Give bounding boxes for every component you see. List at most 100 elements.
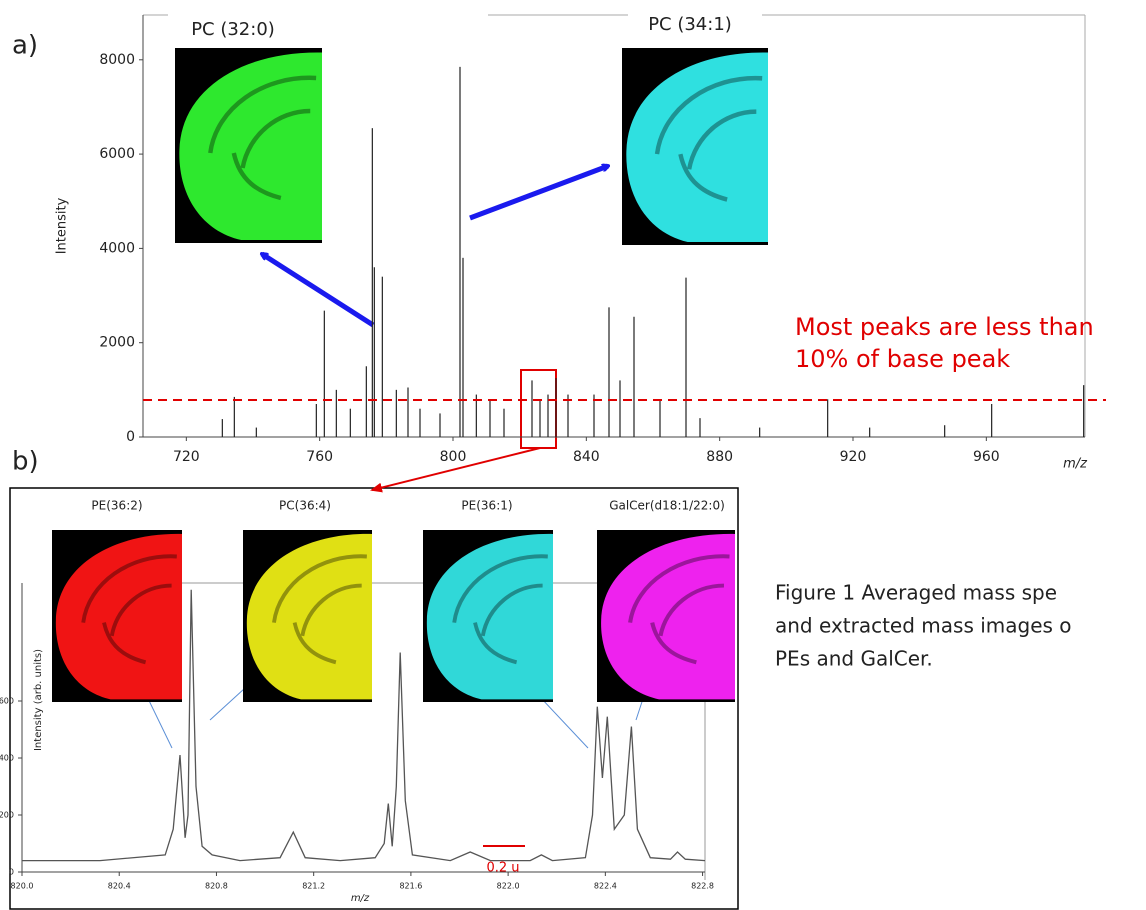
x-tick-label: 822.0 [497, 882, 520, 891]
x-tick-label: 820.8 [205, 882, 228, 891]
peak [489, 399, 491, 437]
image-label: PC (32:0) [191, 19, 275, 40]
peak [323, 310, 325, 437]
y-axis-label: Intensity (arb. units) [33, 649, 44, 751]
tissue-detail [208, 75, 317, 201]
x-tick-label: 760 [306, 449, 333, 465]
y-tick-label: 400 [0, 753, 14, 762]
zoom-arrow [370, 447, 541, 493]
caption: Figure 1 Averaged mass spe [775, 581, 1057, 605]
tissue [55, 533, 182, 700]
scale-bar-label: 0.2 u [486, 861, 519, 876]
tissue-detail [628, 554, 730, 665]
peak [371, 128, 373, 437]
frame [143, 14, 1086, 437]
tissue [601, 533, 735, 700]
caption: PEs and GalCer. [775, 647, 933, 671]
tissue [246, 533, 372, 700]
arrow [122, 646, 662, 749]
peak [619, 380, 621, 437]
y-tick-label: 200 [0, 810, 14, 819]
peak [659, 399, 661, 437]
peak [315, 403, 317, 437]
peak [593, 394, 595, 437]
peak [349, 408, 351, 437]
peak [991, 403, 993, 437]
tissue-detail [452, 554, 548, 665]
peak [547, 394, 549, 437]
image-label: PE(36:2) [91, 499, 142, 513]
tissue [179, 52, 322, 241]
annotation: 10% of base peak [795, 345, 1010, 373]
ion-image [179, 52, 322, 241]
tissue-detail [272, 554, 367, 665]
ion-image [626, 52, 768, 242]
ion-image [246, 533, 372, 700]
peak [503, 408, 505, 437]
peak [407, 387, 409, 437]
x-tick-label: 820.0 [11, 882, 34, 891]
y-tick-label: 0 [9, 868, 14, 877]
y-tick-label: 8000 [99, 52, 135, 68]
peak [1083, 385, 1085, 437]
y-tick-label: 0 [126, 429, 135, 445]
y-tick-label: 6000 [99, 146, 135, 162]
peak [539, 399, 541, 437]
peak [475, 394, 477, 437]
peak [233, 396, 235, 437]
panel-label: a) [12, 31, 38, 61]
peak [827, 399, 829, 437]
x-axis-label: m/z [1063, 457, 1088, 472]
peak [944, 425, 946, 437]
peak [221, 419, 223, 437]
y-tick-label: 2000 [99, 335, 135, 351]
peak [869, 427, 871, 437]
x-tick-label: 800 [440, 449, 467, 465]
peak [759, 427, 761, 437]
peak [608, 307, 610, 437]
peak [531, 380, 533, 437]
peak [419, 408, 421, 437]
panel-label: b) [12, 447, 39, 477]
x-tick-label: 822.4 [594, 882, 617, 891]
tissue [626, 52, 768, 242]
image-label: GalCer(d18:1/22:0) [609, 499, 725, 513]
peak [459, 66, 461, 438]
peak [335, 389, 337, 437]
peak [567, 394, 569, 437]
caption: and extracted mass images o [775, 614, 1072, 638]
peak [439, 413, 441, 437]
ion-image [426, 533, 553, 700]
ion-image [55, 533, 182, 700]
x-tick-label: 720 [173, 449, 200, 465]
x-tick-label: 880 [706, 449, 733, 465]
annotation: Most peaks are less than [795, 313, 1094, 341]
peak [395, 389, 397, 437]
x-axis-label: m/z [351, 893, 370, 904]
image-label: PC(36:4) [279, 499, 331, 513]
x-tick-label: 821.6 [399, 882, 422, 891]
zoom-box [520, 369, 557, 449]
peak [699, 418, 701, 437]
tissue [426, 533, 553, 700]
spectrum-line [22, 589, 706, 862]
x-tick-label: 920 [840, 449, 867, 465]
x-tick-label: 821.2 [302, 882, 325, 891]
peak [255, 427, 257, 437]
peak [373, 267, 375, 437]
peak [685, 277, 687, 437]
peak [365, 366, 367, 437]
y-tick-label: 4000 [99, 240, 135, 256]
x-tick-label: 822.8 [691, 882, 714, 891]
peak [462, 257, 464, 437]
image-label: PC (34:1) [648, 14, 732, 35]
peak [555, 378, 557, 437]
x-tick-label: 960 [973, 449, 1000, 465]
tissue-detail [654, 75, 763, 202]
peak [633, 316, 635, 437]
x-tick-label: 820.4 [108, 882, 131, 891]
peak [381, 276, 383, 437]
arrow [262, 166, 608, 328]
y-tick-label: 600 [0, 696, 14, 705]
